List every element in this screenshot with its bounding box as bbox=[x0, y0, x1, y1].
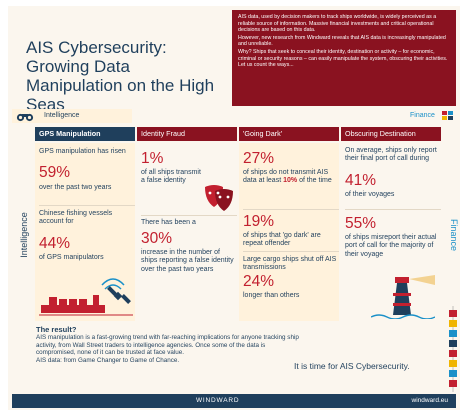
dark-stat1-highlight: 10% bbox=[283, 177, 298, 185]
gps-stat2-value: 44% bbox=[39, 235, 71, 252]
lighthouse-icon bbox=[371, 275, 435, 319]
column-gps: GPS manipulation has risen 59% over the … bbox=[35, 143, 135, 321]
gps-stat1-text: GPS manipulation has risen bbox=[39, 148, 126, 155]
side-label-finance: Finance bbox=[444, 186, 459, 286]
dark-stat2-after: of ships that 'go dark' are repeat offen… bbox=[243, 232, 321, 248]
divider bbox=[39, 205, 135, 206]
dark-stat2-value: 19% bbox=[243, 213, 275, 230]
column-destination: On average, ships only report their fina… bbox=[341, 143, 441, 321]
divider bbox=[243, 209, 339, 210]
column-header-destination: Obscuring Destination bbox=[341, 127, 441, 141]
dark-stat3-value: 24% bbox=[243, 273, 275, 290]
dark-stat1-text: of ships do not transmit AIS data at lea… bbox=[243, 169, 337, 186]
category-finance: Finance bbox=[410, 112, 435, 119]
divider bbox=[243, 251, 339, 252]
identity-stat2-after: increase in the number of ships reportin… bbox=[141, 249, 234, 273]
divider bbox=[141, 215, 237, 216]
cargo-ship-satellite-icon bbox=[39, 278, 133, 316]
side-finance-text: Finance bbox=[449, 218, 459, 252]
column-going-dark: 27% of ships do not transmit AIS data at… bbox=[239, 143, 339, 321]
dark-stat1-after-b: of the time bbox=[299, 177, 332, 185]
dest-stat2-after: of ships misreport their actual port of … bbox=[345, 234, 437, 258]
call-to-action: It is time for AIS Cybersecurity. bbox=[294, 361, 410, 371]
header-title-panel: AIS Cybersecurity: Growing Data Manipula… bbox=[12, 10, 232, 114]
infographic-poster: AIS Cybersecurity: Growing Data Manipula… bbox=[8, 6, 460, 410]
website-link[interactable]: windward.eu bbox=[411, 397, 449, 404]
result-paragraph-2: AIS data: from Game Changer to Game of C… bbox=[36, 356, 180, 364]
brand-logo: WINDWARD bbox=[196, 397, 240, 404]
theater-masks-icon bbox=[205, 185, 233, 211]
gps-stat2-after: of GPS manipulators bbox=[39, 254, 104, 261]
result-question: The result? bbox=[36, 325, 77, 334]
result-text: AIS manipulation is a fast-growing trend… bbox=[36, 334, 306, 364]
side-intelligence-text: Intelligence bbox=[19, 212, 29, 258]
category-bar-left bbox=[12, 109, 132, 123]
result-paragraph-1: AIS manipulation is a fast-growing trend… bbox=[36, 334, 299, 357]
identity-stat2-text: There has been a bbox=[141, 219, 196, 226]
gps-stat1-value: 59% bbox=[39, 164, 71, 181]
column-identity: 1% of all ships transmit a false identit… bbox=[137, 143, 237, 321]
dest-stat1-after: of their voyages bbox=[345, 191, 395, 198]
dest-stat2-value: 55% bbox=[345, 215, 377, 232]
column-header-going-dark: 'Going Dark' bbox=[239, 127, 339, 141]
category-intelligence: Intelligence bbox=[44, 112, 80, 119]
gps-stat1-after: over the past two years bbox=[39, 184, 112, 191]
intro-paragraph-2: However, new research from Windward reve… bbox=[238, 34, 446, 48]
signal-flags-icon bbox=[442, 111, 453, 120]
dark-stat3-text: Large cargo ships shut off AIS transmiss… bbox=[243, 256, 337, 272]
footer-bar: WINDWARD windward.eu bbox=[12, 394, 456, 408]
nautical-flags-icon bbox=[449, 306, 457, 392]
intro-paragraph-1: AIS data, used by decision makers to tra… bbox=[238, 14, 437, 34]
identity-stat2-value: 30% bbox=[141, 230, 173, 247]
category-bar: Intelligence Finance bbox=[12, 109, 456, 123]
main-title: AIS Cybersecurity: Growing Data Manipula… bbox=[26, 38, 215, 114]
dest-stat1-text: On average, ships only report their fina… bbox=[345, 147, 437, 163]
dest-stat1-value: 41% bbox=[345, 172, 377, 189]
side-label-intelligence: Intelligence bbox=[14, 186, 29, 286]
dark-stat1-after-a: of ships do not transmit AIS data at lea… bbox=[243, 169, 329, 185]
divider bbox=[345, 209, 441, 210]
binoculars-icon bbox=[16, 113, 34, 122]
dark-stat3-after: longer than others bbox=[243, 292, 300, 299]
column-header-gps: GPS Manipulation bbox=[35, 127, 135, 141]
result-section: The result? AIS manipulation is a fast-g… bbox=[12, 323, 456, 393]
gps-stat2-text: Chinese fishing vessels account for bbox=[39, 210, 113, 226]
identity-stat1-after: of all ships transmit a false identity bbox=[141, 169, 201, 185]
column-header-identity: Identity Fraud bbox=[137, 127, 237, 141]
header-intro-panel: AIS data, used by decision makers to tra… bbox=[232, 10, 456, 106]
identity-stat1-value: 1% bbox=[141, 150, 164, 167]
dark-stat1-value: 27% bbox=[243, 150, 275, 167]
intro-paragraph-3: Why? Ships that seek to conceal their id… bbox=[238, 48, 448, 69]
